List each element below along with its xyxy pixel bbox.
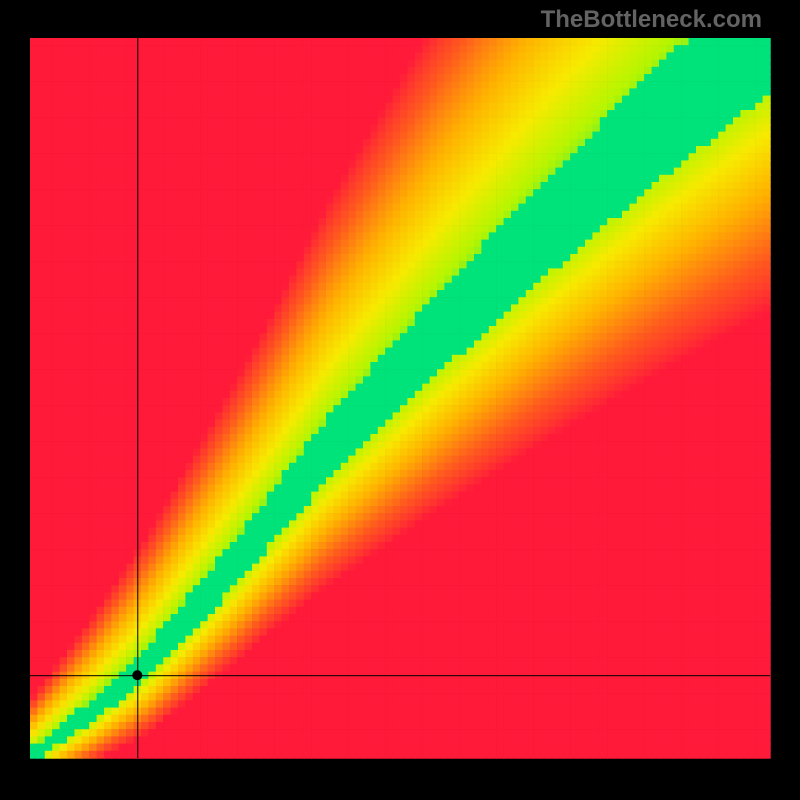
bottleneck-heatmap [0,0,800,800]
watermark-text: TheBottleneck.com [541,6,762,34]
chart-container: TheBottleneck.com [0,0,800,800]
